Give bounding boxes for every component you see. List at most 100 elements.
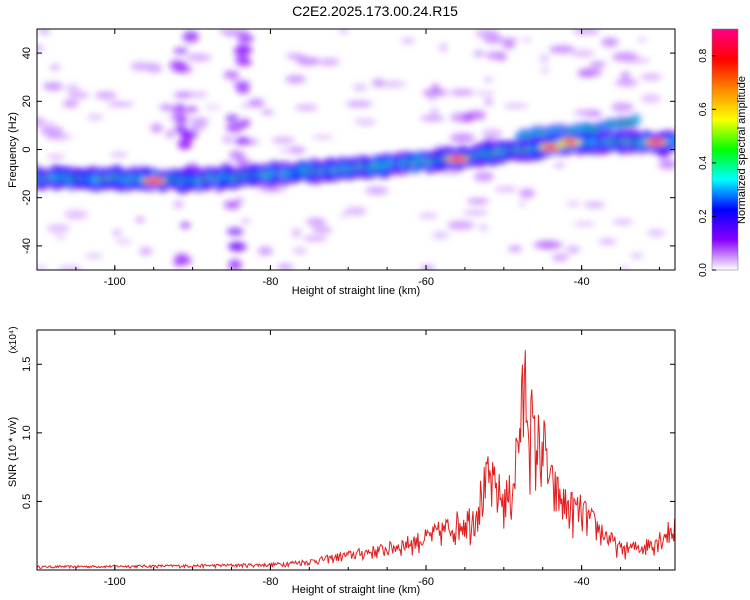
heatmap-speckle: [147, 63, 162, 74]
heatmap-speckle: [277, 263, 294, 270]
heatmap-speckle: [508, 245, 522, 253]
colorbar-tick-label: 0.6: [698, 102, 709, 116]
heatmap-speckle: [344, 206, 367, 216]
heatmap-speckle: [107, 102, 134, 107]
colorbar-label: Normalized spectral amplitude: [736, 76, 748, 224]
bottom-xtick-label: -100: [104, 576, 126, 588]
heatmap-speckle: [548, 45, 576, 54]
heatmap-speckle: [46, 224, 70, 233]
heatmap-speckle: [473, 171, 494, 182]
heatmap-speckle: [134, 216, 146, 223]
heatmap-speckle: [139, 247, 153, 256]
heatmap-speckle: [338, 29, 349, 34]
heatmap-speckle: [640, 73, 662, 81]
heatmap-speckle: [420, 115, 445, 122]
bottom-xtick-label: -40: [574, 576, 590, 588]
heatmap-speckle: [540, 67, 550, 73]
top-xtick-label: -100: [104, 276, 126, 288]
heatmap-speckle: [311, 226, 333, 234]
heatmap-speckle: [218, 29, 227, 33]
heatmap-speckle: [462, 113, 474, 123]
heatmap-speckle: [203, 105, 222, 110]
heatmap-speckle: [221, 135, 234, 144]
heatmap-speckle: [612, 219, 634, 225]
heatmap-speckle: [292, 247, 307, 254]
heatmap-speckle: [475, 29, 501, 38]
heatmap-speckle: [45, 135, 72, 140]
heatmap-streak: [235, 158, 251, 167]
snr-plot: -100 -80 -60 -40 0.5 1.0 1.5 Height of straigh…: [7, 326, 676, 596]
top-ytick-label: 40: [21, 47, 33, 59]
heatmap-speckle: [620, 71, 631, 79]
chart-title: C2E2.2025.173.00.24.R15: [292, 3, 458, 19]
heatmap-speckle: [418, 213, 439, 219]
heatmap-streak: [235, 83, 250, 94]
heatmap-speckle: [481, 128, 503, 138]
heatmap-speckle: [466, 198, 490, 205]
colorbar-gradient: [712, 29, 738, 270]
heatmap-streak: [226, 227, 244, 236]
heatmap-speckle: [285, 53, 305, 60]
colorbar-tick-label: 0.4: [698, 156, 709, 170]
heatmap-speckle: [484, 97, 494, 106]
heatmap-speckle: [431, 231, 450, 240]
heatmap-streak: [171, 104, 186, 117]
colorbar-frame: [711, 28, 739, 271]
bottom-plot-frame: [36, 329, 676, 571]
heatmap-peak: [146, 178, 161, 184]
heatmap-speckle: [502, 39, 516, 50]
heatmap-speckle: [241, 218, 250, 224]
heatmap-speckle: [522, 37, 532, 43]
heatmap-streak: [169, 59, 186, 72]
heatmap-streak: [186, 105, 199, 113]
heatmap-speckle: [43, 82, 64, 91]
heatmap-speckle: [485, 51, 508, 60]
heatmap-speckle: [640, 94, 661, 103]
colorbar: 0.0 0.2 0.4 0.6 0.8 Normalized spectral ampl…: [698, 28, 748, 277]
heatmap-speckle: [63, 209, 89, 220]
heatmap-speckle: [552, 253, 569, 262]
heatmap-speckle: [291, 228, 302, 238]
colorbar-tick-label: 0.8: [698, 48, 709, 62]
heatmap-streak: [173, 115, 189, 124]
heatmap-speckle: [271, 136, 295, 144]
colorbar-tick-label: 0.0: [698, 263, 709, 277]
heatmap-speckle: [312, 134, 334, 140]
heatmap-speckle: [430, 107, 439, 117]
heatmap-speckle: [449, 133, 476, 143]
heatmap-streak: [173, 47, 189, 55]
heatmap-speckle: [573, 221, 596, 227]
heatmap-speckle: [55, 234, 66, 240]
heatmap-speckle: [431, 83, 440, 93]
bottom-multiplier: (x10⁴): [8, 326, 19, 353]
heatmap-speckle: [518, 200, 527, 207]
heatmap-speckle: [37, 45, 44, 51]
snr-series-line: [37, 350, 675, 570]
heatmap-speckle: [165, 129, 175, 139]
heatmap-speckle: [115, 239, 132, 244]
heatmap-speckle: [95, 91, 117, 100]
heatmap-speckle: [637, 37, 647, 43]
heatmap-peak: [450, 156, 465, 162]
heatmap-speckle: [494, 185, 518, 193]
heatmap-streak: [177, 138, 193, 149]
heatmap-cell: [632, 116, 640, 123]
heatmap-speckle: [62, 99, 79, 108]
heatmap-speckle: [257, 246, 273, 256]
heatmap-speckle: [112, 229, 122, 237]
top-ytick-label: 0: [21, 146, 33, 152]
heatmap-speckle: [537, 241, 564, 249]
bottom-ytick-label: 1.5: [21, 357, 33, 372]
heatmap-speckle: [318, 58, 340, 66]
heatmap-speckle: [150, 123, 163, 133]
heatmap-streak: [225, 122, 243, 133]
heatmap-speckle: [598, 239, 617, 244]
heatmap-peak: [648, 139, 663, 145]
top-xtick-label: -60: [418, 276, 434, 288]
heatmap-speckle: [483, 36, 503, 44]
bottom-ytick-label: 0.5: [21, 494, 33, 509]
heatmap-speckle: [285, 75, 307, 84]
heatmap-streak: [228, 259, 242, 270]
heatmap-speckle: [248, 98, 265, 106]
heatmap-streak: [239, 118, 251, 128]
